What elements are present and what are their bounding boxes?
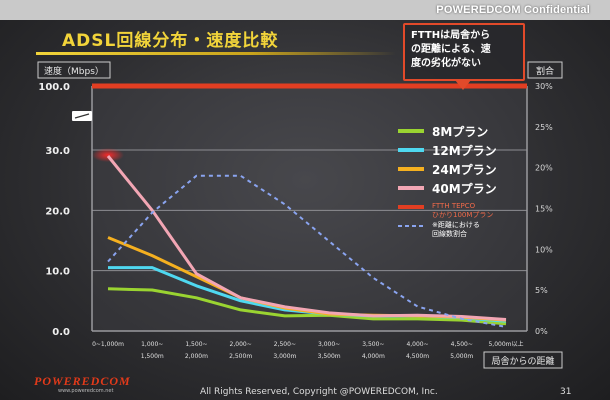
- callout-line-1: FTTHは局舎から: [411, 30, 491, 41]
- left-axis-label: 速度（Mbps）: [44, 65, 104, 77]
- axis-break-marker: [72, 111, 92, 121]
- highlight-spot: [92, 148, 124, 163]
- company-website: www.poweredcom.net: [58, 388, 114, 394]
- copyright-text: All Rights Reserved, Copyright @POWEREDC…: [200, 387, 438, 397]
- series-line-3: [106, 155, 507, 321]
- right-tick-label: 0%: [535, 327, 548, 336]
- x-tick-label-2: 4,000m: [362, 353, 385, 360]
- slide-title: ADSL回線分布・速度比較: [62, 31, 279, 51]
- legend-label: 12Mプラン: [432, 143, 497, 158]
- right-tick-label: 15%: [535, 205, 553, 214]
- legend-label: 8Mプラン: [432, 124, 488, 139]
- plot-area: [92, 86, 527, 331]
- x-tick-label-2: 2,000m: [185, 353, 208, 360]
- confidential-label: POWEREDCOM Confidential: [436, 4, 590, 16]
- x-tick-label: 4,000~: [406, 341, 428, 348]
- left-tick-label: 30.0: [45, 146, 70, 157]
- right-tick-label: 30%: [535, 82, 553, 91]
- company-logo: POWEREDCOM: [34, 374, 131, 388]
- x-axis-label: 局舎からの距離: [491, 355, 554, 367]
- ftth-callout: FTTHは局舎から の距離による、速 度の劣化がない: [403, 23, 525, 81]
- series-line-5: [107, 174, 507, 328]
- callout-line-3: 度の劣化がない: [411, 58, 481, 69]
- callout-tail: [455, 80, 471, 90]
- x-axis-label-box: [483, 351, 563, 369]
- x-tick-label: 5,000m以上: [488, 340, 523, 348]
- top-bar: [0, 0, 610, 20]
- title-underline: [36, 52, 396, 55]
- x-tick-label: 2,000~: [230, 341, 252, 348]
- x-tick-label: 1,000~: [141, 341, 163, 348]
- x-tick-label: 2,500~: [274, 341, 296, 348]
- right-tick-label: 25%: [535, 123, 553, 132]
- left-tick-label: 10.0: [45, 267, 70, 278]
- x-tick-label-2: 3,500m: [318, 353, 341, 360]
- x-tick-label: 3,500~: [362, 341, 384, 348]
- legend-label: FTTH TEPCO: [432, 202, 476, 210]
- x-tick-label-2: 3,000m: [273, 353, 296, 360]
- x-tick-label: 3,000~: [318, 341, 340, 348]
- legend-label: 24Mプラン: [432, 162, 497, 177]
- right-tick-label: 20%: [535, 164, 553, 173]
- x-tick-label-2: 2,500m: [229, 353, 252, 360]
- series-line-0: [107, 287, 507, 326]
- left-tick-label: 20.0: [45, 206, 70, 217]
- legend: 8Mプラン 12Mプラン 24Mプラン 40Mプラン FTTH TEPCOひかり100M…: [398, 124, 497, 238]
- legend-label-2: ひかり100Mプラン: [432, 211, 493, 219]
- right-tick-label: 5%: [535, 286, 548, 295]
- x-tick-label-2: 1,500m: [141, 353, 164, 360]
- legend-label-2: 回線数割合: [432, 229, 467, 238]
- page-number: 31: [560, 387, 572, 397]
- x-tick-label-2: 5,000m: [450, 353, 473, 360]
- right-axis-label-box: [527, 61, 563, 79]
- x-tick-label-2: 4,500m: [406, 353, 429, 360]
- x-tick-label: 1,500~: [185, 341, 207, 348]
- legend-label: ※距離における: [432, 220, 480, 229]
- left-tick-label: 100.0: [38, 82, 70, 93]
- left-axis-label-box: [37, 61, 111, 79]
- legend-label: 40Mプラン: [432, 181, 497, 196]
- callout-line-2: の距離による、速: [411, 44, 491, 55]
- left-tick-label: 0.0: [52, 327, 70, 338]
- right-axis-label: 割合: [536, 65, 554, 77]
- axis-break-slash: [74, 113, 90, 119]
- series: [92, 83, 527, 328]
- x-tick-label: 4,500~: [451, 341, 473, 348]
- right-tick-label: 10%: [535, 245, 553, 254]
- x-tick-label: 0~1,000m: [92, 341, 124, 348]
- axes: 速度（Mbps） 0.0 10.0 20.0 30.0 100.0 割合 0% 5% 10% 15%…: [37, 61, 563, 369]
